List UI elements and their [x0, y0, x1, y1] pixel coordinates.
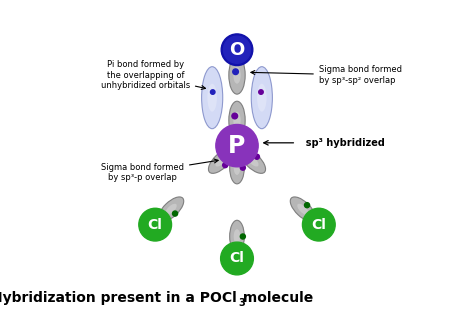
- Ellipse shape: [257, 84, 266, 112]
- Ellipse shape: [158, 197, 184, 222]
- Circle shape: [240, 165, 246, 170]
- Circle shape: [220, 242, 254, 275]
- Text: Cl: Cl: [229, 251, 245, 266]
- Ellipse shape: [216, 155, 227, 166]
- Circle shape: [223, 36, 251, 63]
- Text: Pi bond formed by
the overlapping of
unhybridized orbitals: Pi bond formed by the overlapping of unh…: [100, 60, 205, 90]
- Text: Hybridization present in a POCl: Hybridization present in a POCl: [0, 291, 237, 305]
- Ellipse shape: [297, 204, 309, 215]
- Ellipse shape: [230, 220, 244, 253]
- Ellipse shape: [233, 67, 241, 84]
- Circle shape: [139, 208, 172, 241]
- Ellipse shape: [165, 204, 177, 215]
- Text: sp³ hybridized: sp³ hybridized: [264, 138, 385, 148]
- Circle shape: [216, 125, 258, 167]
- Ellipse shape: [208, 84, 217, 112]
- Circle shape: [210, 90, 215, 94]
- Ellipse shape: [234, 229, 240, 244]
- Text: Sigma bond formed
by sp³-sp² overlap: Sigma bond formed by sp³-sp² overlap: [251, 65, 402, 85]
- Ellipse shape: [233, 112, 241, 129]
- Circle shape: [233, 69, 238, 74]
- Circle shape: [223, 163, 228, 168]
- Circle shape: [259, 90, 263, 94]
- Circle shape: [255, 154, 259, 159]
- Circle shape: [302, 208, 335, 241]
- Text: 3: 3: [238, 298, 245, 308]
- Ellipse shape: [230, 152, 244, 184]
- Ellipse shape: [229, 56, 245, 94]
- Ellipse shape: [201, 67, 223, 129]
- Ellipse shape: [234, 160, 240, 175]
- Circle shape: [240, 234, 246, 239]
- Circle shape: [173, 211, 178, 216]
- Text: Sigma bond formed
by sp³-p overlap: Sigma bond formed by sp³-p overlap: [101, 159, 218, 182]
- Circle shape: [304, 203, 310, 208]
- Ellipse shape: [209, 148, 234, 173]
- Circle shape: [221, 34, 253, 66]
- Text: molecule: molecule: [238, 291, 314, 305]
- Text: P: P: [228, 134, 246, 158]
- Ellipse shape: [290, 197, 316, 222]
- Text: Cl: Cl: [148, 218, 163, 232]
- Ellipse shape: [247, 155, 258, 166]
- Ellipse shape: [240, 148, 265, 173]
- Ellipse shape: [229, 101, 245, 139]
- Circle shape: [232, 113, 237, 119]
- Text: Cl: Cl: [311, 218, 326, 232]
- Text: O: O: [229, 41, 245, 59]
- Ellipse shape: [251, 67, 273, 129]
